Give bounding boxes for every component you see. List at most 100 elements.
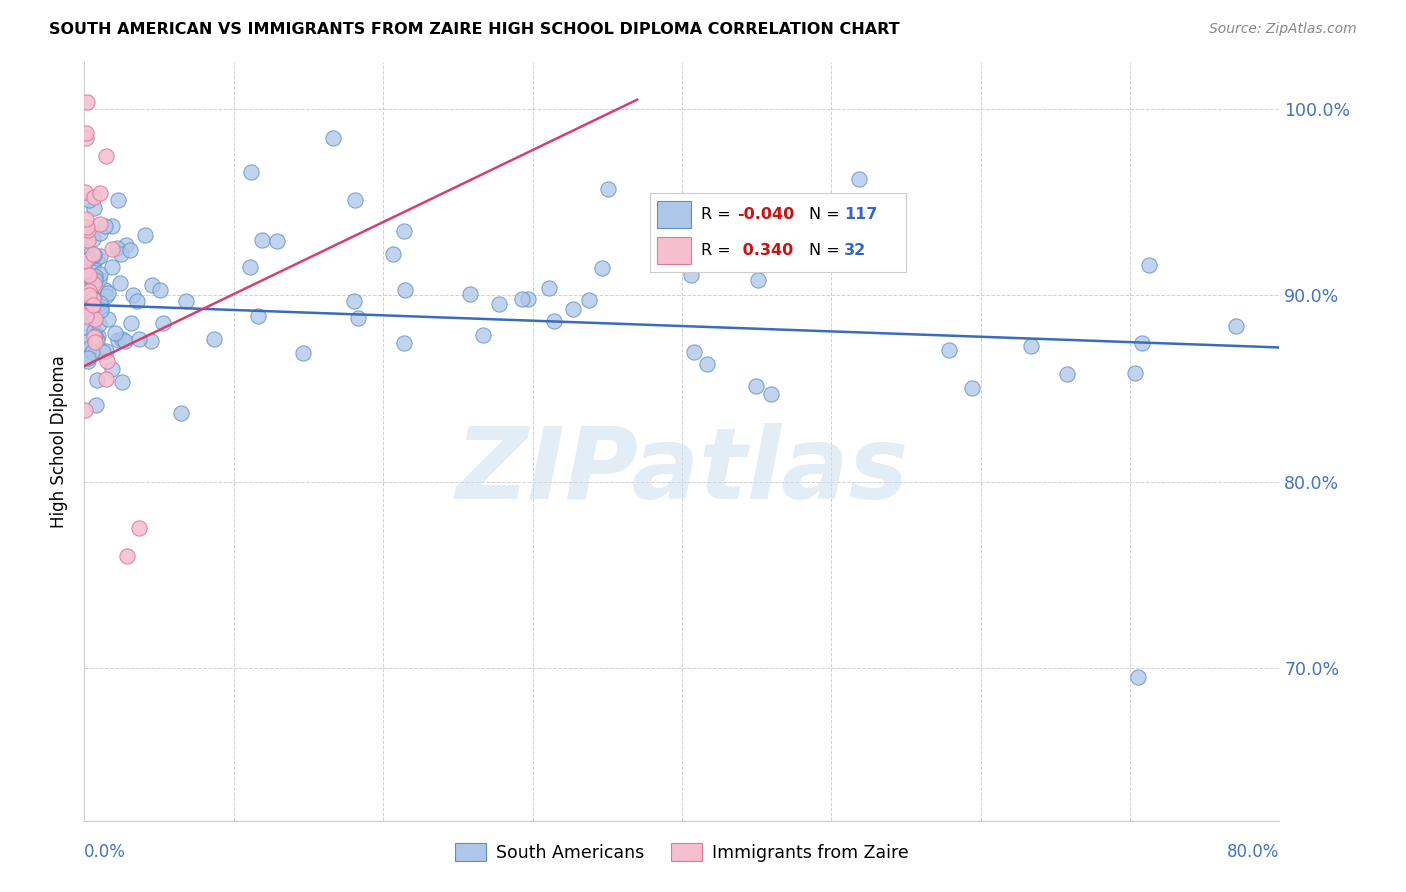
Point [84, 328, 107, 343]
Point [101, 260, 124, 274]
Point [82, 247, 104, 261]
Point [97, 286, 120, 301]
Point [111, 376, 134, 390]
Point [79, 247, 101, 261]
Text: N =: N = [808, 243, 845, 258]
Point [77, 354, 100, 368]
Point [94, 344, 117, 359]
Point [239, 260, 262, 275]
Point [89, 267, 111, 281]
Point [250, 234, 273, 248]
Point [578, 293, 600, 307]
Point [394, 283, 416, 297]
Y-axis label: High School Diploma: High School Diploma [51, 355, 69, 528]
Point [117, 549, 139, 563]
Text: 32: 32 [845, 243, 866, 258]
Point [80, 302, 103, 317]
Point [141, 334, 163, 348]
Point [111, 332, 134, 346]
Point [89, 272, 111, 286]
Point [1137, 258, 1160, 272]
Point [77, 341, 100, 355]
Text: ZIPatlas: ZIPatlas [456, 424, 908, 520]
Point [82, 274, 104, 288]
Point [128, 521, 150, 535]
Point [76, 292, 98, 306]
Point [77, 233, 100, 247]
Point [759, 386, 782, 401]
Point [696, 357, 718, 371]
Bar [658, 201, 690, 227]
Point [745, 379, 768, 393]
Point [343, 293, 366, 308]
Point [266, 235, 288, 249]
Point [83, 324, 105, 338]
Point [75, 130, 97, 145]
Point [83, 248, 105, 262]
Point [82, 292, 104, 306]
Point [82, 232, 104, 246]
Point [83, 330, 105, 344]
Point [90, 302, 112, 317]
Point [76, 309, 98, 323]
Point [562, 301, 585, 316]
Point [516, 292, 538, 306]
Point [115, 237, 138, 252]
Point [472, 327, 495, 342]
Point [96, 148, 118, 162]
Point [86, 333, 108, 347]
Text: R =: R = [702, 243, 735, 258]
Point [80, 313, 103, 327]
Point [510, 293, 533, 307]
Point [1019, 339, 1042, 353]
Point [96, 372, 118, 386]
Point [75, 277, 97, 292]
Point [75, 126, 97, 140]
Point [89, 186, 111, 200]
Point [458, 286, 481, 301]
Point [75, 230, 97, 244]
Point [170, 406, 193, 420]
Point [591, 261, 613, 276]
Point [128, 332, 150, 346]
Point [79, 284, 101, 298]
Point [93, 344, 115, 359]
Point [134, 228, 156, 243]
Point [125, 294, 148, 309]
Point [1123, 366, 1146, 380]
Point [120, 316, 142, 330]
Point [938, 343, 960, 358]
Point [118, 243, 141, 257]
Point [76, 95, 98, 109]
Point [77, 288, 100, 302]
Legend: South Americans, Immigrants from Zaire: South Americans, Immigrants from Zaire [447, 836, 917, 869]
Point [83, 190, 105, 204]
Text: Source: ZipAtlas.com: Source: ZipAtlas.com [1209, 22, 1357, 37]
Point [73, 264, 96, 278]
Point [86, 251, 108, 265]
Point [246, 309, 269, 323]
Point [82, 297, 104, 311]
Point [1056, 367, 1078, 381]
Point [75, 335, 97, 350]
Point [76, 220, 98, 235]
Point [322, 130, 344, 145]
Point [1225, 319, 1247, 334]
Point [679, 268, 702, 282]
Point [76, 351, 98, 365]
Point [87, 328, 110, 343]
Point [107, 334, 129, 348]
Point [97, 311, 120, 326]
Point [73, 186, 96, 200]
Point [89, 217, 111, 231]
Point [962, 381, 984, 395]
Point [75, 211, 97, 226]
Point [77, 303, 100, 318]
Point [343, 193, 366, 207]
Point [149, 283, 172, 297]
Point [73, 402, 96, 417]
Point [683, 345, 706, 359]
Point [141, 278, 163, 293]
Text: N =: N = [808, 207, 845, 222]
Point [83, 335, 105, 350]
